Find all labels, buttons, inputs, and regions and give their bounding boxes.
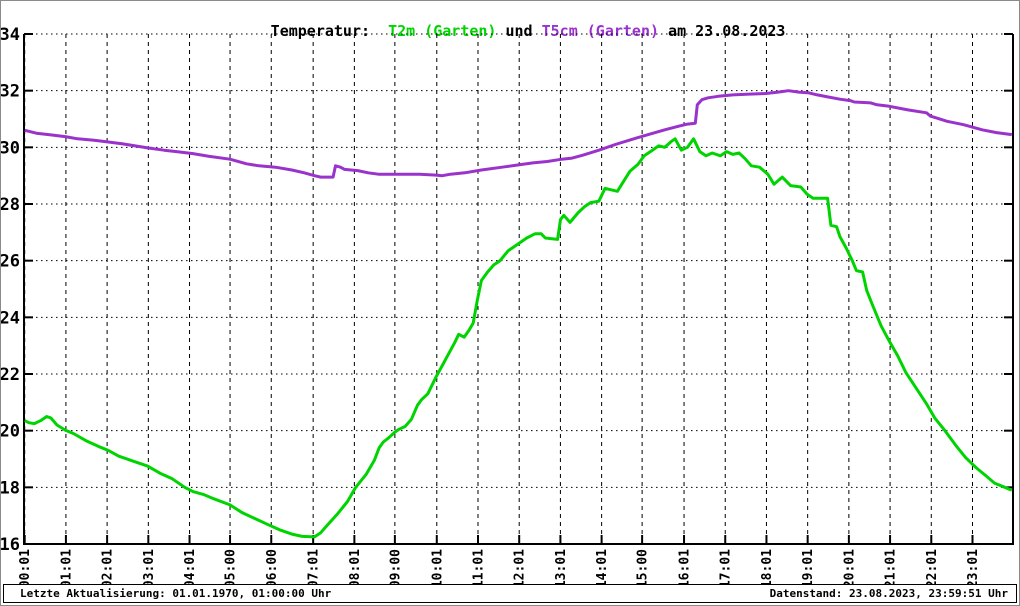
y-axis-label: 16 — [1, 535, 20, 555]
y-axis-label: 32 — [1, 82, 20, 102]
x-axis-label: 12:01 — [513, 549, 528, 586]
t2m-line — [24, 137, 1013, 539]
title-suffix: am 23.08.2023 — [659, 22, 786, 40]
y-axis-label: 18 — [1, 478, 20, 498]
y-axis-label: 24 — [1, 308, 20, 328]
data-timestamp-text: Datenstand: 23.08.2023, 23:59:51 Uhr — [769, 587, 1008, 600]
y-axis-label: 34 — [1, 25, 20, 45]
x-axis-label: 16:01 — [678, 549, 693, 586]
x-axis-label: 08:01 — [348, 549, 363, 586]
x-axis-label: 22:01 — [925, 549, 940, 586]
x-axis-label: 20:01 — [842, 549, 857, 586]
x-axis-label: 21:01 — [884, 549, 899, 586]
title-middle: und — [496, 22, 542, 40]
x-axis-label: 04:01 — [183, 549, 198, 586]
title-series-t5cm: T5cm (Garten) — [541, 22, 660, 40]
x-axis-label: 14:01 — [595, 549, 610, 586]
y-axis-label: 28 — [1, 195, 20, 215]
x-axis-label: 03:01 — [142, 549, 157, 586]
x-axis-label: 06:00 — [265, 549, 280, 586]
x-axis-label: 19:01 — [801, 549, 816, 586]
last-update-text: Letzte Aktualisierung: 01.01.1970, 01:00… — [20, 587, 332, 600]
x-axis-label: 11:01 — [471, 549, 486, 586]
x-axis-label: 17:01 — [719, 549, 734, 586]
x-axis-label: 18:01 — [760, 549, 775, 586]
x-axis-label: 10:01 — [430, 549, 445, 586]
x-axis-label: 05:00 — [224, 549, 239, 586]
x-axis-label: 09:00 — [388, 549, 403, 586]
t5cm-line — [24, 89, 1012, 179]
status-bar: Letzte Aktualisierung: 01.01.1970, 01:00… — [3, 584, 1017, 603]
temperature-plot: 16 18 20 22 24 26 28 30 32 34 00:01 01:01 02:01 03:01… — [1, 25, 1014, 586]
y-axis-label: 22 — [1, 365, 20, 385]
chart-title: Temperatur: T2m (Garten) und T5cm (Garte… — [1, 4, 1019, 58]
x-axis-label: 15:00 — [636, 549, 651, 586]
x-axis-label: 07:01 — [307, 549, 322, 586]
x-axis-label: 00:01 — [18, 549, 33, 586]
y-axis-label: 26 — [1, 252, 20, 272]
title-prefix: Temperatur: — [270, 22, 389, 40]
y-axis-label: 30 — [1, 138, 20, 158]
x-axis-label: 13:01 — [554, 549, 569, 586]
x-axis-label: 23:01 — [966, 549, 981, 586]
x-axis-label: 02:01 — [101, 549, 116, 586]
x-axis-label: 01:01 — [59, 549, 74, 586]
y-axis-label: 20 — [1, 422, 20, 442]
